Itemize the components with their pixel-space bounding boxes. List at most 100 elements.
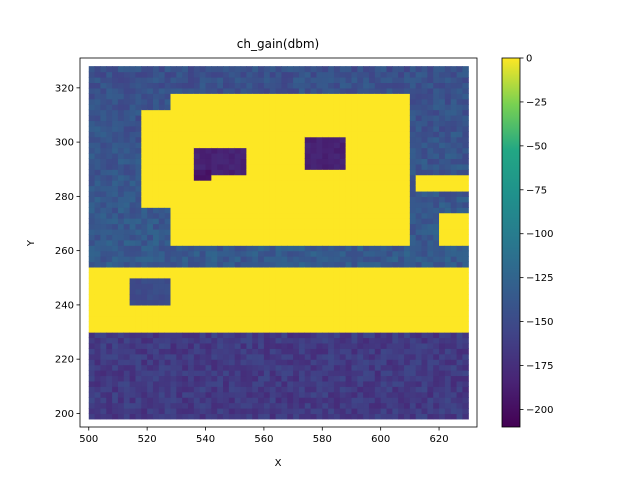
heatmap-cell <box>205 332 212 339</box>
heatmap-cell <box>164 277 172 284</box>
heatmap-cell <box>304 239 312 246</box>
heatmap-cell <box>345 304 353 311</box>
heatmap-cell <box>456 163 464 170</box>
heatmap-cell <box>217 353 224 360</box>
heatmap-cell <box>333 315 341 322</box>
heatmap-cell <box>176 277 183 284</box>
heatmap-cell <box>88 136 96 143</box>
heatmap-cell <box>94 163 102 170</box>
heatmap-cell <box>368 142 376 149</box>
heatmap-cell <box>398 223 405 230</box>
heatmap-cell <box>211 342 218 349</box>
heatmap-cell <box>316 196 323 203</box>
heatmap-cell <box>293 413 300 420</box>
heatmap-cell <box>123 131 131 138</box>
heatmap-cell <box>205 201 212 208</box>
heatmap-cell <box>298 185 306 192</box>
heatmap-cell <box>106 261 113 268</box>
heatmap-cell <box>193 310 201 317</box>
heatmap-cell <box>368 315 376 322</box>
heatmap-cell <box>117 288 125 295</box>
heatmap-cell <box>199 207 207 214</box>
heatmap-cell <box>141 87 148 94</box>
heatmap-cell <box>246 359 253 366</box>
heatmap-cell <box>123 375 131 382</box>
heatmap-cell <box>333 131 341 138</box>
heatmap-cell <box>275 332 283 339</box>
heatmap-cell <box>310 294 318 301</box>
heatmap-cell <box>147 98 154 105</box>
heatmap-cell <box>88 174 96 181</box>
heatmap-cell <box>217 169 224 176</box>
heatmap-cell <box>415 380 423 387</box>
heatmap-cell <box>205 391 212 398</box>
heatmap-cell <box>211 266 218 273</box>
heatmap-cell <box>450 294 458 301</box>
heatmap-cell <box>240 114 247 122</box>
heatmap-cell <box>193 163 201 170</box>
heatmap-cell <box>269 87 277 94</box>
heatmap-cell <box>252 234 259 241</box>
heatmap-cell <box>263 104 271 111</box>
heatmap-cell <box>450 397 458 404</box>
heatmap-cell <box>164 288 172 295</box>
heatmap-cell <box>223 386 230 393</box>
heatmap-cell <box>188 207 195 214</box>
heatmap-cell <box>363 380 370 387</box>
heatmap-cell <box>456 152 464 159</box>
heatmap-cell <box>398 104 405 111</box>
heatmap-cell <box>117 304 125 311</box>
heatmap-cell <box>152 337 160 344</box>
heatmap-cell <box>199 304 207 311</box>
heatmap-cell <box>199 76 207 84</box>
heatmap-cell <box>287 120 294 127</box>
heatmap-cell <box>234 353 242 360</box>
heatmap-cell <box>170 250 177 257</box>
heatmap-cell <box>380 277 388 284</box>
heatmap-cell <box>240 332 247 339</box>
heatmap-cell <box>211 332 218 339</box>
heatmap-cell <box>462 353 469 360</box>
heatmap-cell <box>409 391 417 398</box>
heatmap-cell <box>228 152 236 159</box>
heatmap-cell <box>368 147 376 154</box>
heatmap-cell <box>129 76 137 84</box>
heatmap-cell <box>409 169 417 176</box>
heatmap-cell <box>398 332 405 339</box>
heatmap-cell <box>363 353 370 360</box>
heatmap-cell <box>339 397 347 404</box>
heatmap-cell <box>444 114 452 122</box>
heatmap-cell <box>182 120 189 127</box>
heatmap-cell <box>374 196 382 203</box>
heatmap-cell <box>316 174 323 181</box>
heatmap-cell <box>322 359 329 366</box>
heatmap-cell <box>263 169 271 176</box>
heatmap-cell <box>228 131 236 138</box>
heatmap-cell <box>112 326 119 333</box>
heatmap-cell <box>228 261 236 268</box>
heatmap-cell <box>339 223 347 230</box>
heatmap-cell <box>386 337 393 344</box>
heatmap-cell <box>158 256 166 263</box>
heatmap-cell <box>129 408 137 415</box>
heatmap-cell <box>368 207 376 214</box>
heatmap-cell <box>147 120 154 127</box>
heatmap-cell <box>176 93 183 100</box>
heatmap-cell <box>368 332 376 339</box>
heatmap-cell <box>106 386 113 393</box>
heatmap-cell <box>444 82 452 89</box>
heatmap-cell <box>170 402 177 409</box>
heatmap-cell <box>427 332 434 339</box>
heatmap-cell <box>205 98 212 105</box>
heatmap-cell <box>269 272 277 279</box>
heatmap-cell <box>392 370 399 377</box>
heatmap-cell <box>363 136 370 143</box>
heatmap-cell <box>281 71 288 78</box>
heatmap-cell <box>316 201 323 208</box>
heatmap-cell <box>444 190 452 197</box>
heatmap-cell <box>193 386 201 393</box>
heatmap-cell <box>404 201 411 208</box>
heatmap-cell <box>427 190 434 197</box>
heatmap-cell <box>421 228 428 235</box>
heatmap-cell <box>421 337 428 344</box>
